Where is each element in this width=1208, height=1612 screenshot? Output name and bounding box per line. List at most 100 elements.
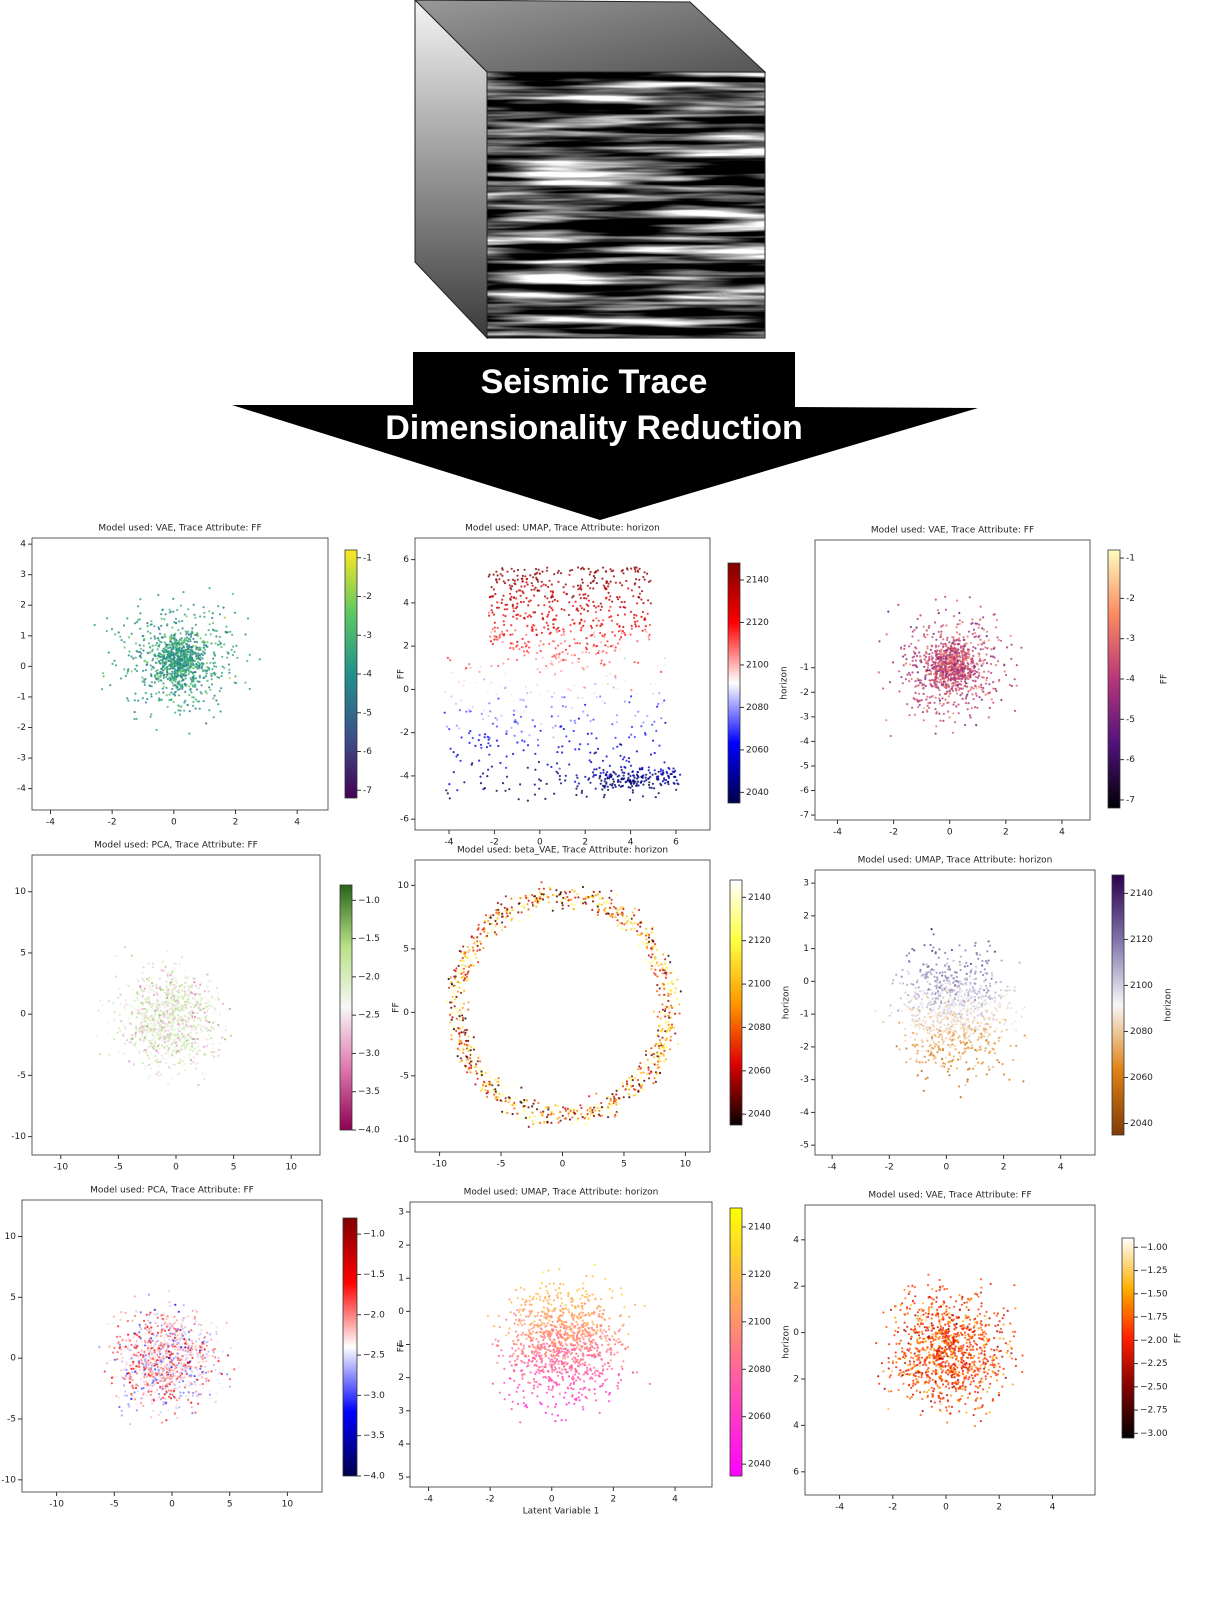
point (175, 1049, 177, 1051)
point (184, 976, 186, 978)
point (506, 755, 508, 757)
point (160, 674, 162, 676)
point (631, 628, 633, 630)
point (592, 645, 594, 647)
point (167, 1034, 169, 1036)
y-tick-label: 3 (20, 570, 26, 580)
point (567, 653, 569, 655)
point (621, 632, 623, 634)
point (644, 629, 646, 631)
point (246, 660, 248, 662)
point (650, 624, 652, 626)
point (586, 648, 588, 650)
point (466, 973, 468, 975)
point (166, 988, 168, 990)
point (504, 615, 506, 617)
point (649, 961, 651, 963)
point (535, 568, 537, 570)
point (176, 687, 178, 689)
point (609, 1112, 611, 1114)
scatter-panel: Model used: PCA, Trace Attribute: FF-10-… (11, 841, 401, 1173)
point (1014, 678, 1016, 680)
point (511, 633, 513, 635)
point (101, 688, 103, 690)
point (558, 570, 560, 572)
point (909, 664, 911, 666)
point (972, 650, 974, 652)
point (582, 582, 584, 584)
point (531, 630, 533, 632)
point (900, 648, 902, 650)
point (216, 630, 218, 632)
point (199, 1042, 201, 1044)
point (882, 687, 884, 689)
colorbar-tick-label: 2060 (746, 745, 769, 755)
point (564, 779, 566, 781)
point (169, 643, 171, 645)
point (449, 1021, 451, 1023)
point (197, 1032, 199, 1034)
point (114, 660, 116, 662)
point (956, 684, 958, 686)
point (452, 1001, 454, 1003)
colorbar-label: FF (397, 669, 407, 679)
point (497, 698, 499, 700)
point (119, 1030, 121, 1032)
point (189, 640, 191, 642)
point (548, 601, 550, 603)
point (158, 1029, 160, 1031)
x-tick-label: -10 (53, 1163, 68, 1173)
point (173, 976, 175, 978)
point (952, 668, 954, 670)
point (569, 624, 571, 626)
point (604, 785, 606, 787)
point (201, 667, 203, 669)
point (152, 1008, 154, 1010)
point (970, 668, 972, 670)
point (541, 581, 543, 583)
point (956, 626, 958, 628)
point (599, 695, 601, 697)
point (972, 646, 974, 648)
point (593, 774, 595, 776)
point (958, 689, 960, 691)
point (505, 733, 507, 735)
point (1010, 635, 1012, 637)
point (618, 775, 620, 777)
point (175, 685, 177, 687)
point (571, 662, 573, 664)
point (495, 578, 497, 580)
point (566, 593, 568, 595)
point (606, 640, 608, 642)
point (587, 743, 589, 745)
point (188, 671, 190, 673)
point (157, 1061, 159, 1063)
point (155, 984, 157, 986)
point (451, 1012, 453, 1014)
point (972, 655, 974, 657)
point (923, 707, 925, 709)
point (459, 950, 461, 952)
point (170, 997, 172, 999)
point (514, 629, 516, 631)
point (657, 1029, 659, 1031)
point (931, 655, 933, 657)
point (125, 1003, 127, 1005)
point (974, 685, 976, 687)
point (673, 771, 675, 773)
point (184, 1010, 186, 1012)
point (162, 961, 164, 963)
point (200, 1019, 202, 1021)
point (940, 634, 942, 636)
point (600, 772, 602, 774)
point (959, 675, 961, 677)
point (579, 889, 581, 891)
point (159, 1061, 161, 1063)
point (542, 618, 544, 620)
point (659, 1039, 661, 1041)
point (201, 982, 203, 984)
point (187, 660, 189, 662)
point (181, 1065, 183, 1067)
point (123, 668, 125, 670)
point (640, 598, 642, 600)
